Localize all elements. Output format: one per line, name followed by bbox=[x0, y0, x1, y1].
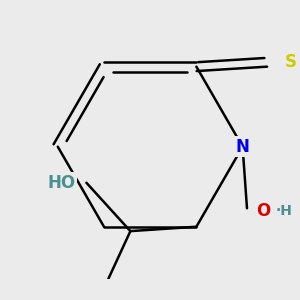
Text: S: S bbox=[284, 53, 296, 71]
Text: N: N bbox=[236, 138, 250, 156]
Text: ·H: ·H bbox=[276, 203, 292, 218]
Text: HO: HO bbox=[47, 174, 75, 192]
Text: O: O bbox=[256, 202, 270, 220]
